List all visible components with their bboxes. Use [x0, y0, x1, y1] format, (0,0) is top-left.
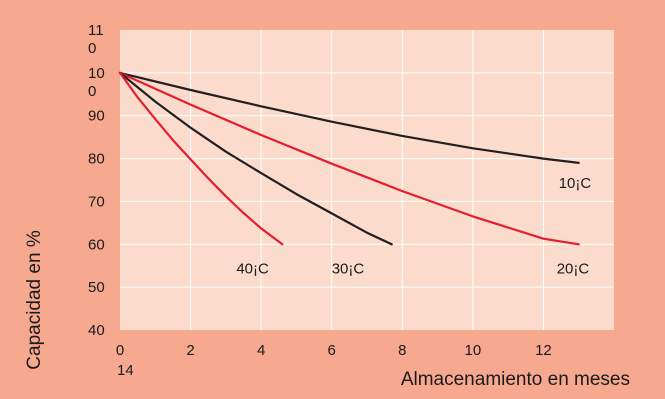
y-tick-label: 70 — [88, 193, 105, 210]
y-tick-label: 90 — [88, 108, 105, 125]
x-tick-label: 0 — [116, 342, 124, 359]
x-tick-label: 2 — [186, 342, 194, 359]
y-axis-label: Capacidad en % — [24, 230, 45, 370]
y-tick-label: 80 — [88, 151, 105, 168]
y-tick-label: 11 0 — [88, 22, 104, 57]
y-tick-label: 40 — [88, 322, 105, 339]
series-label: 10¡C — [559, 175, 592, 192]
series-lines — [118, 71, 580, 246]
x-tick-label: 6 — [328, 342, 336, 359]
x-tick-labels: 0 2 4 6 8 10 12 14 — [116, 342, 552, 379]
series-label: 20¡C — [557, 260, 590, 277]
x-tick-label: 10 — [465, 342, 482, 359]
series-labels: 10¡C 20¡C 30¡C 40¡C — [236, 175, 591, 277]
y-tick-label: 10 0 — [88, 65, 105, 100]
y-tick-label: 60 — [88, 236, 105, 253]
series-label: 40¡C — [236, 260, 269, 277]
x-tick-label: 14 — [117, 362, 134, 379]
y-tick-label: 50 — [88, 279, 105, 296]
series-line — [118, 71, 284, 246]
x-tick-label: 4 — [257, 342, 265, 359]
x-axis-label: Almacenamiento en meses — [401, 369, 630, 390]
series-line — [118, 71, 393, 246]
x-tick-label: 8 — [398, 342, 406, 359]
grid — [120, 30, 614, 330]
plot-area — [120, 30, 614, 330]
series-label: 30¡C — [332, 260, 365, 277]
series-line — [118, 71, 580, 246]
series-line — [118, 71, 580, 164]
x-tick-label: 12 — [535, 342, 552, 359]
y-tick-labels: 40 50 60 70 80 90 10 0 11 0 — [88, 22, 105, 339]
